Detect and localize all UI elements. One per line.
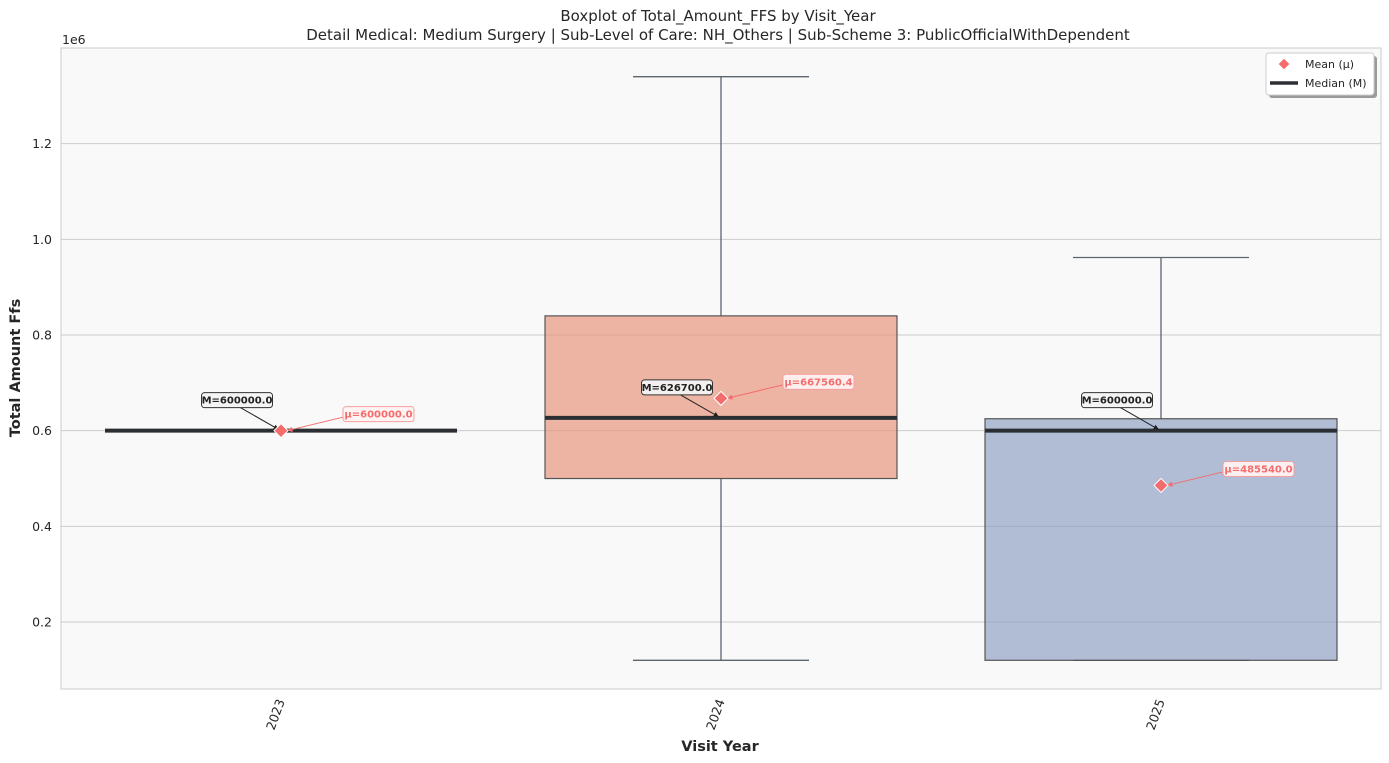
legend-label: Median (M) (1305, 77, 1367, 90)
median-label: M=600000.0 (202, 396, 273, 407)
median-arrow (240, 407, 280, 431)
median-arrow (680, 394, 720, 418)
x-tick-label: 2023 (263, 697, 288, 732)
y-tick-label: 1.0 (32, 232, 52, 247)
x-tick-label: 2025 (1143, 697, 1168, 732)
median-label: M=600000.0 (1082, 396, 1153, 407)
median-label: M=626700.0 (642, 383, 713, 394)
y-tick-label: 0.4 (32, 519, 52, 534)
median-label-box (641, 379, 713, 396)
mean-marker (1153, 477, 1169, 494)
y-tick-label: 0.8 (32, 328, 52, 343)
y-offset-label: 1e6 (62, 32, 86, 47)
mean-arrow (286, 416, 346, 432)
mean-marker (713, 390, 729, 407)
median-arrow (1120, 407, 1160, 431)
y-tick-label: 0.2 (32, 615, 52, 630)
mean-label-box (1222, 460, 1295, 477)
chart-title: Boxplot of Total_Amount_FFS by Visit_Yea… (560, 7, 876, 26)
median-arrow-head (1153, 424, 1159, 430)
x-tick-label: 2024 (703, 697, 728, 732)
mean-arrow (1166, 470, 1226, 486)
mean-label: μ=600000.0 (344, 410, 412, 421)
mean-marker (273, 422, 289, 439)
x-axis-label: Visit Year (681, 739, 759, 755)
y-tick-label: 0.6 (32, 423, 52, 438)
box-2025 (984, 418, 1338, 661)
y-axis-label: Total Amount Ffs (8, 299, 24, 437)
mean-arrow (726, 383, 786, 399)
median-arrow-head (713, 411, 719, 417)
mean-label-box (782, 373, 855, 390)
y-tick-label: 1.2 (32, 136, 52, 151)
median-label-box (1081, 392, 1153, 409)
mean-label: μ=485540.0 (1224, 464, 1292, 475)
mean-label-box (342, 406, 415, 423)
median-label-box (201, 392, 273, 409)
chart-subtitle: Detail Medical: Medium Surgery | Sub-Lev… (306, 26, 1130, 45)
legend-label: Mean (μ) (1305, 58, 1354, 71)
mean-label: μ=667560.4 (784, 377, 852, 388)
legend-mean-marker (1277, 57, 1291, 71)
